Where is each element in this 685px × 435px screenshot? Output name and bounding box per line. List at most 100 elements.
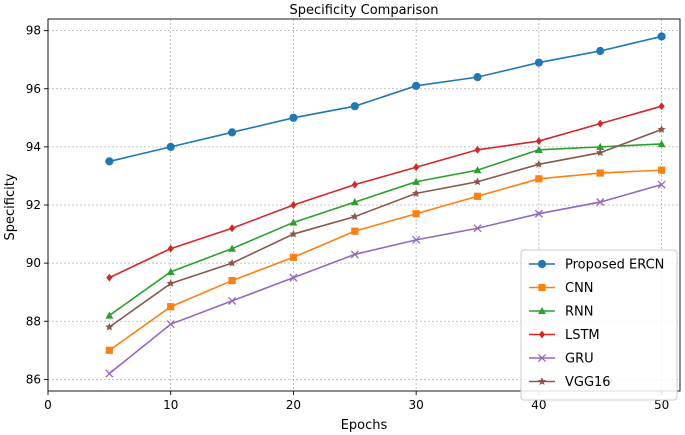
data-point-proposed-ercn — [596, 46, 605, 56]
x-tick-label: 40 — [531, 398, 546, 412]
legend-label: GRU — [565, 352, 594, 367]
y-tick-label: 92 — [26, 198, 41, 212]
data-point-gru — [473, 224, 482, 233]
data-point-lstm — [535, 137, 542, 146]
series-rnn — [105, 140, 666, 319]
series-line-lstm — [109, 105, 662, 279]
data-point-lstm — [167, 244, 174, 253]
axes: 0 10 20 30 40 50 86 88 90 92 94 96 98 — [26, 18, 681, 412]
data-point-proposed-ercn — [227, 128, 237, 137]
data-point-lstm — [658, 102, 665, 111]
legend-label: VGG16 — [565, 375, 611, 390]
x-axis-title: Epochs — [341, 418, 388, 433]
data-point-rnn — [534, 145, 543, 153]
x-tick-label: 0 — [44, 398, 52, 412]
y-tick-label: 90 — [26, 256, 41, 270]
data-point-gru — [350, 250, 359, 259]
x-tick-label: 30 — [409, 398, 424, 412]
data-point-rnn — [657, 140, 666, 148]
data-point-proposed-ercn — [105, 157, 114, 166]
data-point-cnn — [657, 166, 666, 174]
legend-marker — [538, 330, 546, 339]
legend-marker — [537, 259, 547, 269]
series-vgg16 — [105, 125, 666, 331]
series-line-proposed-ercn — [109, 35, 662, 163]
series-line-gru — [108, 183, 662, 375]
legend-label: CNN — [565, 281, 594, 296]
data-point-cnn — [351, 227, 359, 235]
data-point-gru — [105, 369, 114, 378]
y-tick-label: 96 — [26, 82, 41, 96]
grid — [47, 19, 680, 391]
data-point-lstm — [413, 163, 420, 172]
data-point-gru — [596, 198, 605, 207]
data-point-gru — [289, 273, 298, 282]
legend-entry-vgg16: VGG16 — [529, 375, 611, 390]
data-point-lstm — [106, 273, 113, 282]
data-point-proposed-ercn — [289, 113, 298, 122]
data-point-rnn — [166, 267, 175, 276]
data-point-cnn — [289, 253, 298, 261]
data-point-rnn — [596, 142, 605, 151]
legend-marker — [538, 307, 546, 315]
series-proposed-ercn — [105, 32, 666, 166]
data-point-cnn — [105, 346, 113, 354]
data-point-lstm — [229, 224, 236, 233]
series-group — [105, 32, 666, 378]
legend-entry-rnn: RNN — [529, 305, 593, 320]
legend-marker — [537, 353, 547, 363]
data-point-gru — [166, 320, 175, 329]
data-point-cnn — [535, 175, 543, 183]
data-point-lstm — [597, 119, 604, 128]
data-point-rnn — [289, 218, 298, 226]
chart-title: Specificity Comparison — [290, 3, 439, 18]
series-cnn — [105, 166, 666, 354]
data-point-lstm — [474, 145, 481, 154]
data-point-cnn — [412, 210, 420, 218]
data-point-gru — [228, 296, 237, 305]
data-point-gru — [534, 209, 543, 218]
y-tick-label: 94 — [26, 140, 41, 154]
data-point-lstm — [351, 180, 358, 189]
data-point-vgg16 — [227, 258, 237, 267]
data-point-vgg16 — [473, 177, 482, 186]
legend-box — [520, 249, 678, 401]
data-point-rnn — [228, 244, 237, 252]
data-point-proposed-ercn — [412, 81, 421, 90]
y-tick-label: 88 — [26, 314, 41, 328]
data-point-vgg16 — [105, 322, 114, 331]
series-lstm — [106, 102, 665, 282]
series-line-vgg16 — [108, 128, 662, 328]
data-point-vgg16 — [350, 212, 359, 221]
data-point-gru — [657, 180, 666, 189]
legend-label: LSTM — [565, 328, 600, 343]
data-point-rnn — [350, 198, 359, 206]
data-point-proposed-ercn — [166, 142, 175, 151]
data-point-rnn — [105, 311, 114, 319]
legend-marker — [538, 283, 546, 292]
data-point-gru — [412, 235, 421, 244]
data-point-lstm — [290, 201, 297, 209]
data-point-proposed-ercn — [473, 73, 482, 82]
series-line-rnn — [108, 143, 662, 317]
legend: Proposed ERCN CNN RNN LSTM GRU VGG16 — [520, 249, 678, 401]
data-point-vgg16 — [166, 279, 175, 287]
data-point-vgg16 — [534, 159, 543, 168]
data-point-cnn — [473, 192, 482, 200]
data-point-cnn — [596, 169, 604, 177]
legend-label: RNN — [565, 305, 593, 320]
legend-entry-lstm: LSTM — [529, 328, 600, 343]
x-tick-label: 50 — [654, 398, 669, 412]
data-point-proposed-ercn — [534, 58, 543, 67]
data-point-vgg16 — [289, 229, 298, 238]
y-axis-title: Specificity — [3, 173, 18, 240]
y-tick-label: 98 — [26, 24, 41, 38]
x-tick-label: 20 — [286, 398, 301, 412]
data-point-cnn — [228, 276, 236, 285]
data-point-vgg16 — [657, 125, 666, 133]
legend-entry-proposed-ercn: Proposed ERCN — [529, 258, 664, 273]
legend-entry-cnn: CNN — [529, 281, 594, 296]
y-tick-label: 86 — [26, 372, 41, 386]
